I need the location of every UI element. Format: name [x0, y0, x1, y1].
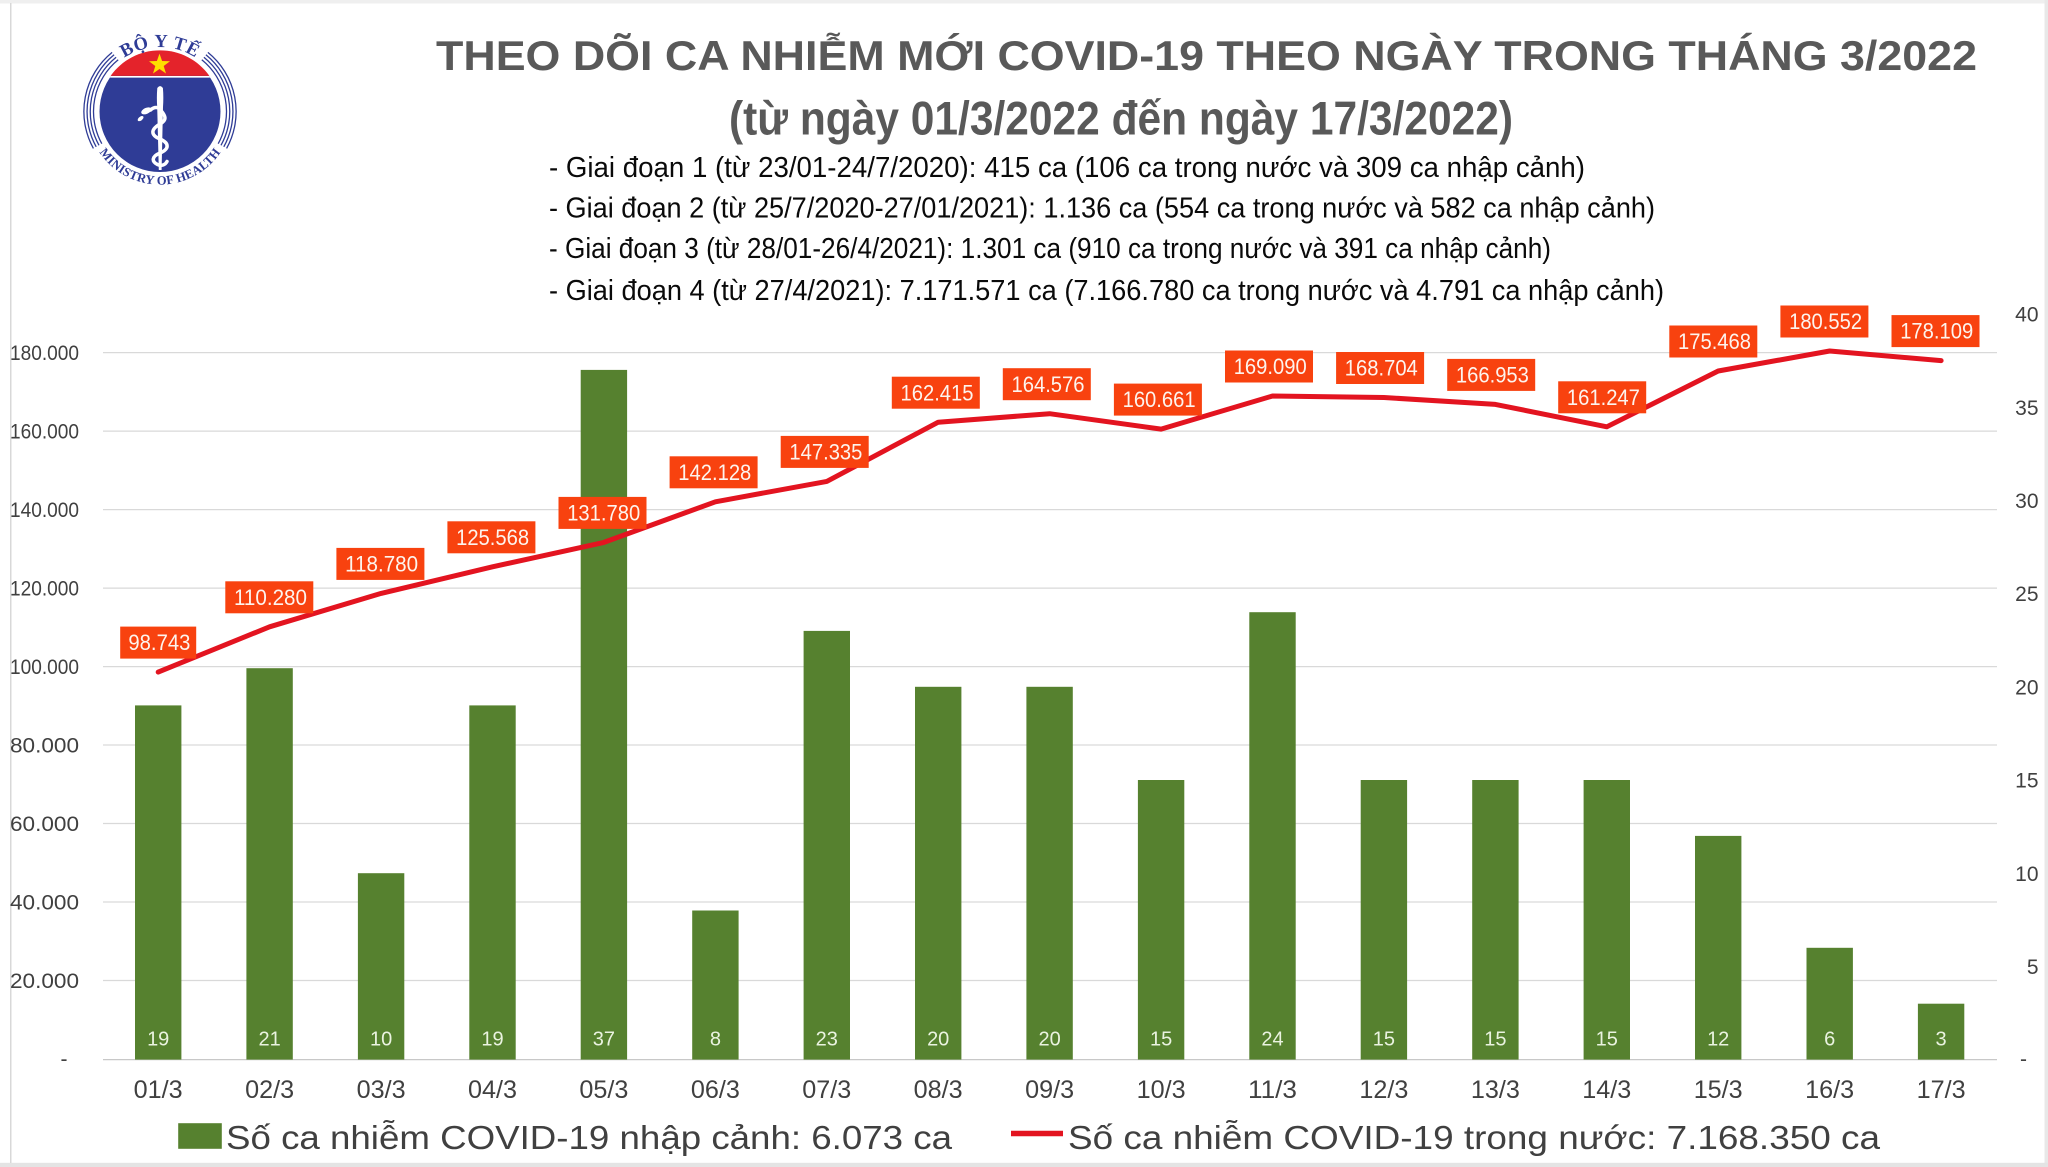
svg-text:(từ ngày 01/3/2022 đến ngày 17: (từ ngày 01/3/2022 đến ngày 17/3/2022) [729, 92, 1513, 145]
svg-text:20: 20 [927, 1028, 949, 1050]
svg-text:08/3: 08/3 [914, 1076, 963, 1104]
svg-text:15: 15 [1373, 1028, 1395, 1050]
svg-text:- Giai đoạn 2 (từ 25/7/2020-27: - Giai đoạn 2 (từ 25/7/2020-27/01/2021):… [549, 193, 1655, 225]
svg-text:THEO DÕI CA NHIỄM MỚI COVID-19: THEO DÕI CA NHIỄM MỚI COVID-19 THEO NGÀY… [436, 31, 1977, 79]
svg-text:110.280: 110.280 [234, 585, 307, 610]
svg-text:12: 12 [1707, 1028, 1729, 1050]
svg-text:40.000: 40.000 [10, 892, 79, 915]
svg-text:03/3: 03/3 [357, 1076, 406, 1104]
svg-text:14/3: 14/3 [1582, 1076, 1631, 1104]
svg-text:15: 15 [2015, 770, 2038, 793]
svg-text:07/3: 07/3 [802, 1076, 851, 1104]
svg-text:140.000: 140.000 [10, 499, 79, 522]
svg-text:- Giai đoạn 4 (từ 27/4/2021):: - Giai đoạn 4 (từ 27/4/2021): 7.171.571 … [549, 275, 1664, 307]
svg-text:12/3: 12/3 [1359, 1076, 1408, 1104]
svg-text:147.335: 147.335 [789, 440, 862, 465]
svg-text:20.000: 20.000 [10, 970, 79, 993]
svg-text:20: 20 [1038, 1028, 1060, 1050]
svg-text:142.128: 142.128 [678, 460, 751, 485]
svg-text:180.000: 180.000 [10, 342, 79, 365]
svg-text:17/3: 17/3 [1917, 1076, 1966, 1104]
svg-text:80.000: 80.000 [10, 735, 79, 758]
svg-text:23: 23 [816, 1028, 838, 1050]
svg-text:15: 15 [1150, 1028, 1172, 1050]
svg-text:3: 3 [1936, 1028, 1947, 1050]
svg-text:164.576: 164.576 [1012, 372, 1085, 397]
svg-text:04/3: 04/3 [468, 1076, 517, 1104]
svg-text:125.568: 125.568 [456, 525, 529, 550]
svg-text:19: 19 [147, 1028, 169, 1050]
svg-text:100.000: 100.000 [10, 656, 79, 679]
svg-text:20: 20 [2015, 676, 2038, 699]
svg-text:168.704: 168.704 [1345, 356, 1418, 381]
svg-text:24: 24 [1261, 1028, 1283, 1050]
svg-text:- Giai đoạn 1 (từ 23/01-24/7/2: - Giai đoạn 1 (từ 23/01-24/7/2020): 415 … [549, 152, 1585, 184]
svg-text:166.953: 166.953 [1456, 363, 1529, 388]
svg-text:25: 25 [2015, 583, 2038, 606]
svg-text:01/3: 01/3 [134, 1076, 183, 1104]
svg-text:6: 6 [1824, 1028, 1835, 1050]
svg-text:- Giai đoạn 3 (từ 28/01-26/4/2: - Giai đoạn 3 (từ 28/01-26/4/2021): 1.30… [549, 233, 1551, 265]
svg-text:160.000: 160.000 [10, 421, 79, 444]
svg-text:10/3: 10/3 [1137, 1076, 1186, 1104]
svg-text:11/3: 11/3 [1248, 1076, 1297, 1104]
svg-text:10: 10 [370, 1028, 392, 1050]
svg-text:60.000: 60.000 [10, 813, 79, 836]
svg-text:180.552: 180.552 [1789, 309, 1862, 334]
svg-text:40: 40 [2015, 304, 2038, 327]
svg-text:98.743: 98.743 [128, 630, 190, 655]
svg-text:120.000: 120.000 [10, 578, 79, 601]
svg-text:5: 5 [2027, 956, 2039, 979]
svg-text:06/3: 06/3 [691, 1076, 740, 1104]
svg-text:131.780: 131.780 [567, 501, 640, 526]
svg-text:16/3: 16/3 [1805, 1076, 1854, 1104]
svg-text:175.468: 175.468 [1678, 329, 1751, 354]
svg-text:118.780: 118.780 [345, 552, 418, 577]
svg-text:-: - [2020, 1048, 2027, 1071]
svg-text:-: - [61, 1048, 68, 1071]
svg-text:30: 30 [2015, 490, 2038, 513]
svg-text:161.247: 161.247 [1567, 385, 1640, 410]
svg-text:178.109: 178.109 [1900, 319, 1973, 344]
svg-text:02/3: 02/3 [245, 1076, 294, 1104]
svg-text:21: 21 [258, 1028, 280, 1050]
svg-text:13/3: 13/3 [1471, 1076, 1520, 1104]
svg-text:15/3: 15/3 [1694, 1076, 1743, 1104]
svg-text:Số ca nhiễm COVID-19 trong nướ: Số ca nhiễm COVID-19 trong nước: 7.168.3… [1068, 1119, 1881, 1156]
svg-text:169.090: 169.090 [1234, 354, 1307, 379]
svg-text:37: 37 [593, 1028, 615, 1050]
svg-text:35: 35 [2015, 397, 2038, 420]
svg-text:160.661: 160.661 [1123, 387, 1196, 412]
svg-text:10: 10 [2015, 863, 2038, 886]
svg-text:19: 19 [481, 1028, 503, 1050]
svg-text:09/3: 09/3 [1025, 1076, 1074, 1104]
svg-text:15: 15 [1596, 1028, 1618, 1050]
svg-text:15: 15 [1484, 1028, 1506, 1050]
svg-text:8: 8 [710, 1028, 721, 1050]
svg-text:162.415: 162.415 [901, 380, 974, 405]
svg-text:05/3: 05/3 [579, 1076, 628, 1104]
svg-text:Số ca nhiễm COVID-19 nhập cảnh: Số ca nhiễm COVID-19 nhập cảnh: 6.073 ca [226, 1119, 953, 1156]
